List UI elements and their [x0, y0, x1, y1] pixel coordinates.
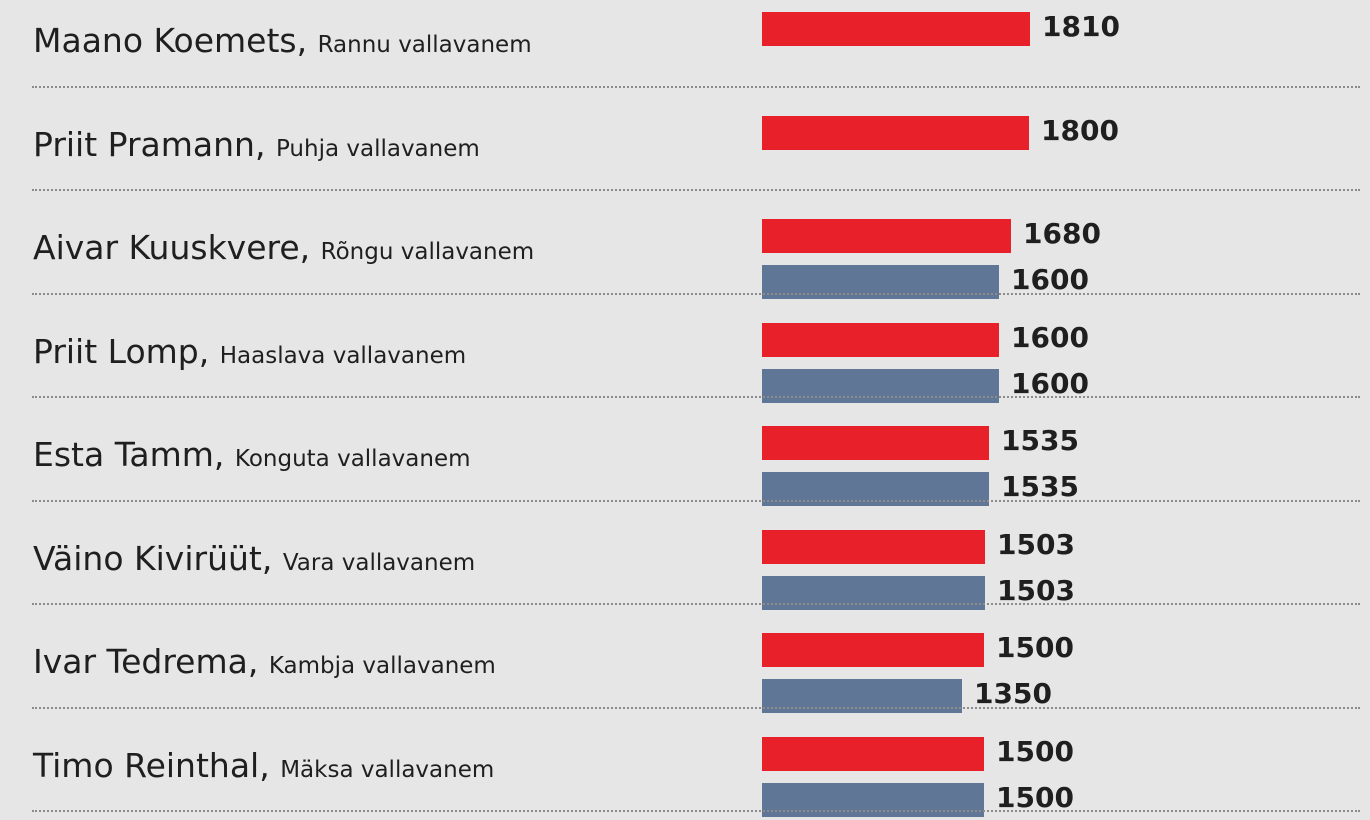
row-label: Ivar Tedrema, Kambja vallavanem: [33, 645, 496, 678]
bar-value-label: 1500: [996, 631, 1074, 664]
name-separator: ,: [213, 435, 235, 474]
bar-value-label: 1680: [1023, 217, 1101, 250]
chart-row: Aivar Kuuskvere, Rõngu vallavanem 1680 160…: [0, 189, 1370, 299]
name-separator: ,: [247, 642, 269, 681]
row-divider: [32, 499, 1360, 502]
person-role: Konguta vallavanem: [234, 446, 471, 472]
row-divider: [32, 810, 1360, 812]
person-name: Priit Pramann: [33, 124, 255, 164]
bar-value-label: 1503: [997, 573, 1075, 607]
bar-value-label: 1600: [1011, 263, 1089, 296]
bar-series-1: [762, 115, 1029, 150]
row-divider: [32, 292, 1360, 295]
bar-series-1: [762, 219, 1011, 253]
chart-row: Timo Reinthal, Mäksa vallavanem 1500 1500: [0, 707, 1370, 817]
row-label: Priit Lomp, Haaslava vallavanem: [33, 335, 466, 368]
bar-value-label: 1500: [996, 734, 1074, 768]
row-label: Maano Koemets, Rannu vallavanem: [33, 24, 532, 57]
bar-value-label: 1535: [1001, 424, 1079, 457]
person-role: Kambja vallavanem: [268, 653, 496, 679]
name-separator: ,: [261, 538, 283, 578]
person-name: Priit Lomp: [33, 331, 199, 371]
row-label: Aivar Kuuskvere, Rõngu vallavanem: [33, 231, 534, 264]
person-name: Väino Kivirüüt: [33, 538, 262, 578]
chart-row: Priit Pramann, Puhja vallavanem 1800: [0, 86, 1370, 189]
row-label: Timo Reinthal, Mäksa vallavanem: [33, 749, 494, 782]
bar-value-label: 1600: [1011, 320, 1089, 354]
row-divider: [32, 85, 1360, 88]
row-divider: [32, 396, 1360, 398]
row-divider: [32, 706, 1360, 709]
bar-series-1: [762, 736, 984, 771]
bar-value-label: 1810: [1042, 10, 1120, 43]
row-divider: [32, 189, 1360, 191]
name-separator: ,: [259, 745, 281, 785]
person-role: Mäksa vallavanem: [280, 756, 495, 783]
bar-series-1: [762, 529, 985, 564]
person-role: Rõngu vallavanem: [320, 239, 535, 265]
bar-series-1: [762, 426, 989, 460]
row-label: Esta Tamm, Konguta vallavanem: [33, 438, 471, 471]
person-name: Maano Koemets: [33, 21, 297, 60]
person-role: Vara vallavanem: [282, 549, 476, 576]
name-separator: ,: [254, 124, 276, 164]
bar-series-1: [762, 12, 1030, 46]
person-role: Puhja vallavanem: [275, 135, 480, 162]
person-name: Timo Reinthal: [33, 745, 260, 785]
row-label: Priit Pramann, Puhja vallavanem: [33, 128, 480, 161]
name-separator: ,: [296, 21, 318, 60]
bar-value-label: 1600: [1011, 366, 1089, 400]
bar-value-label: 1350: [974, 677, 1052, 710]
chart-row: Esta Tamm, Konguta vallavanem 1535 1535: [0, 396, 1370, 506]
bar-value-label: 1535: [1001, 470, 1079, 503]
chart-row: Priit Lomp, Haaslava vallavanem 1600 1600: [0, 293, 1370, 403]
chart-row: Maano Koemets, Rannu vallavanem 1810: [0, 0, 1370, 85]
person-role: Rannu vallavanem: [317, 32, 532, 58]
person-name: Esta Tamm: [33, 435, 214, 474]
person-name: Aivar Kuuskvere: [33, 228, 300, 267]
name-separator: ,: [299, 228, 321, 267]
chart-row: Ivar Tedrema, Kambja vallavanem 1500 1350: [0, 603, 1370, 713]
bar-series-1: [762, 633, 984, 667]
name-separator: ,: [198, 331, 220, 371]
bar-series-1: [762, 322, 999, 357]
person-role: Haaslava vallavanem: [219, 342, 467, 369]
row-label: Väino Kivirüüt, Vara vallavanem: [33, 542, 475, 575]
bar-value-label: 1500: [996, 780, 1074, 814]
person-name: Ivar Tedrema: [33, 642, 248, 681]
row-divider: [32, 603, 1360, 605]
chart-row: Väino Kivirüüt, Vara vallavanem 1503 1503: [0, 500, 1370, 610]
bar-value-label: 1503: [997, 527, 1075, 561]
bar-value-label: 1800: [1041, 113, 1119, 147]
